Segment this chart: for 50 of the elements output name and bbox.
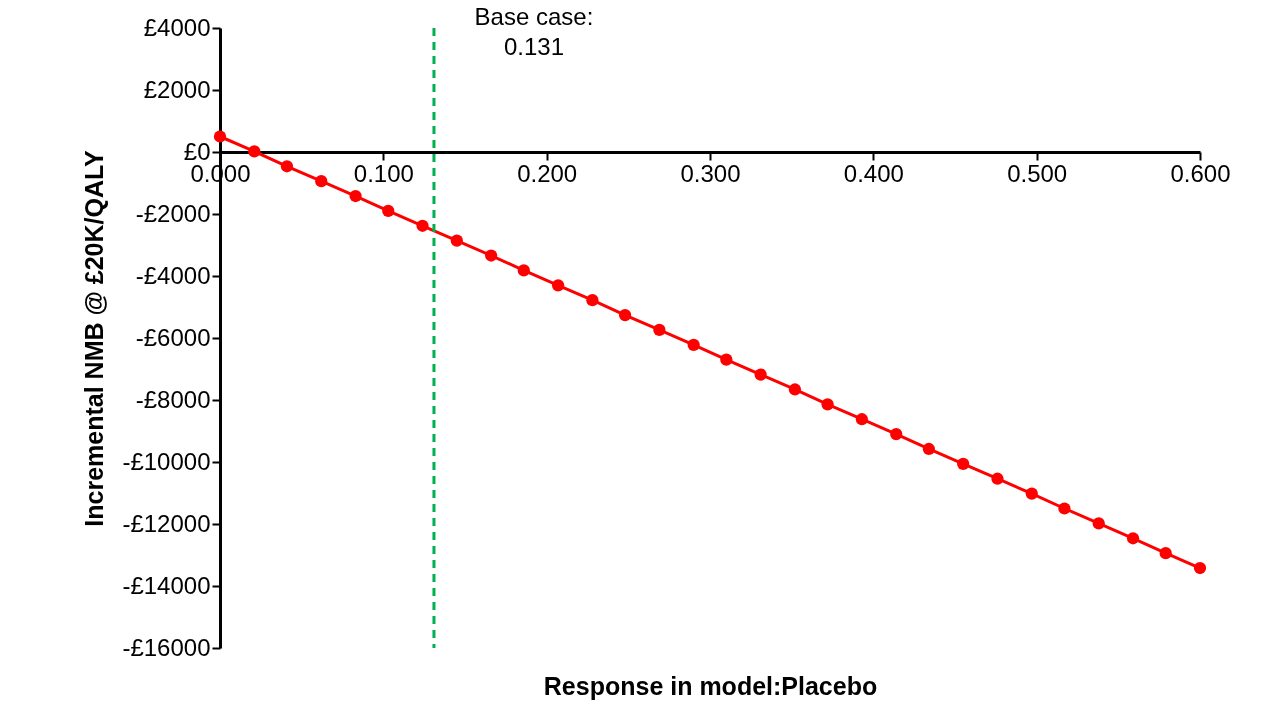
point	[1092, 517, 1105, 530]
y-tick-label: -£10000	[122, 447, 211, 475]
y-tick-label: £4000	[143, 13, 211, 41]
point	[821, 398, 834, 411]
point	[551, 279, 565, 292]
point	[855, 413, 869, 426]
point	[957, 457, 970, 470]
x-tick-label: 0.200	[517, 159, 578, 187]
point	[416, 219, 429, 232]
x-axis-title: Response in model:Placebo	[543, 671, 878, 700]
y-axis-title: Incremental NMB @ £20K/QALY	[80, 150, 109, 527]
point	[349, 189, 362, 203]
point	[248, 145, 261, 158]
point	[213, 130, 227, 143]
y-tick-label: -£8000	[135, 385, 211, 413]
y-tick-label: -£6000	[135, 323, 211, 351]
point	[788, 383, 802, 396]
y-tick-label: -£16000	[122, 633, 211, 661]
x-tick-label: 0.400	[843, 159, 904, 187]
point	[280, 160, 294, 173]
point	[653, 323, 666, 337]
x-tick-label: 0.600	[1170, 159, 1231, 187]
point	[720, 353, 733, 366]
ref-line-label: Base case: 0.131	[474, 3, 594, 60]
x-tick-label: 0.100	[353, 159, 414, 187]
point	[754, 368, 767, 381]
y-tick-label: -£4000	[135, 261, 211, 289]
y-tick-label: -£12000	[122, 509, 211, 537]
point	[922, 442, 935, 456]
point	[1193, 561, 1207, 575]
y-tick-label: -£14000	[122, 571, 211, 599]
y-tick-label: £2000	[143, 75, 211, 103]
point	[1058, 502, 1071, 515]
y-tick-label: £0	[183, 137, 211, 165]
x-tick-label: 0.500	[1007, 159, 1068, 187]
point	[991, 472, 1004, 485]
x-tick-label: 0.300	[680, 159, 741, 187]
y-tick-label: -£2000	[135, 199, 211, 227]
point	[450, 234, 463, 247]
point	[1159, 547, 1172, 560]
point	[1126, 532, 1140, 545]
point	[618, 308, 632, 322]
point	[485, 249, 498, 262]
point	[687, 338, 700, 351]
point	[586, 294, 599, 307]
point	[890, 427, 903, 441]
point	[517, 264, 530, 277]
point	[1025, 487, 1038, 500]
point	[382, 204, 395, 218]
point	[315, 175, 328, 188]
